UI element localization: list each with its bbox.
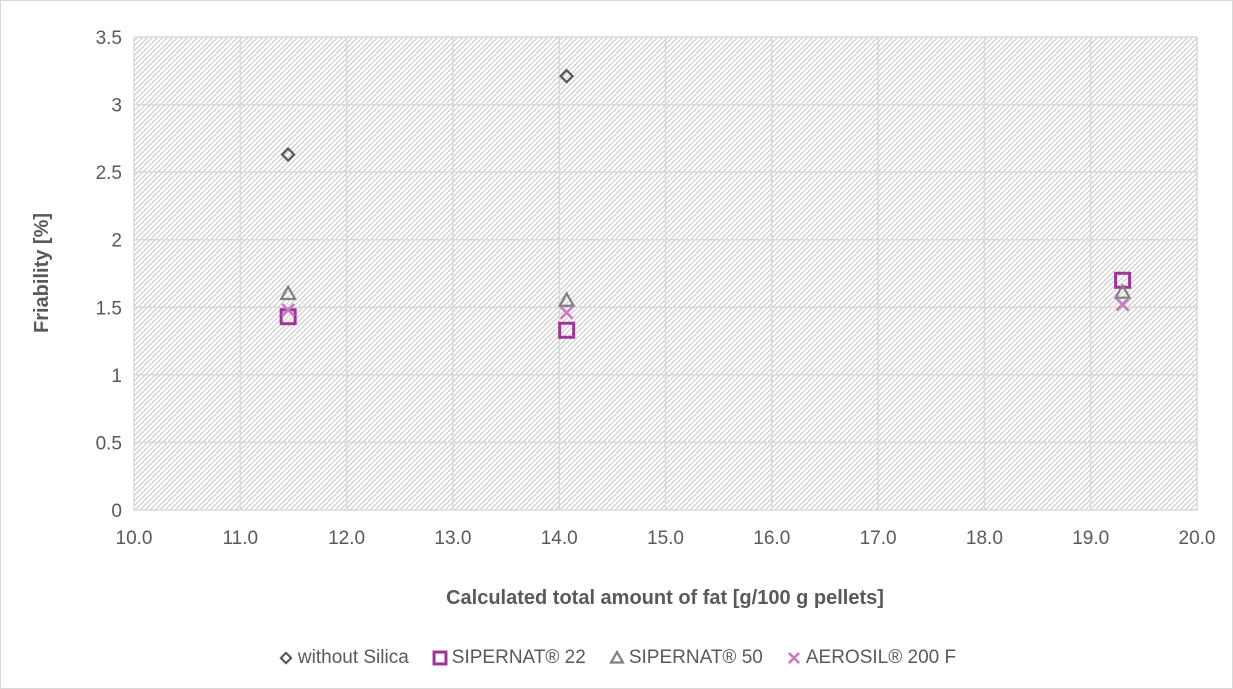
legend-item: SIPERNAT® 50	[608, 647, 763, 669]
y-tick-label: 2.5	[96, 163, 122, 184]
data-point-square	[558, 321, 576, 339]
y-axis-ticks: 0 0.5 1 1.5 2 2.5 3 3.5	[96, 28, 122, 522]
y-tick-label: 0.5	[96, 433, 122, 454]
legend-marker-icon	[279, 651, 293, 665]
x-tick-label: 18.0	[966, 528, 1003, 549]
data-point-diamond	[280, 147, 296, 163]
legend-marker-x	[787, 651, 800, 665]
legend-item: AEROSIL® 200 F	[785, 647, 956, 669]
x-axis-title: Calculated total amount of fat [g/100 g …	[446, 587, 884, 609]
x-tick-label: 14.0	[541, 528, 578, 549]
data-point-triangle	[1113, 283, 1132, 299]
x-axis-ticks: 10.0 11.0 12.0 13.0 14.0 15.0 16.0 17.0 18.0 19.0…	[116, 528, 1216, 549]
y-tick-label: 3.5	[96, 28, 122, 49]
data-point-x	[1115, 297, 1130, 312]
legend-label: AEROSIL® 200 F	[805, 647, 957, 668]
legend-label: without Silica	[297, 647, 409, 668]
data-points	[279, 68, 1132, 339]
legend-item: SIPERNAT® 22	[431, 647, 586, 669]
x-tick-label: 13.0	[434, 528, 471, 549]
legend-marker-square	[432, 650, 448, 666]
legend-marker-diamond	[279, 651, 293, 665]
legend-label: SIPERNAT® 50	[628, 647, 763, 668]
legend-marker-triangle	[608, 649, 625, 664]
x-tick-label: 15.0	[647, 528, 684, 549]
x-tick-label: 12.0	[328, 528, 365, 549]
data-point-x	[559, 305, 574, 320]
y-tick-label: 1	[111, 366, 122, 387]
x-tick-label: 20.0	[1179, 528, 1216, 549]
y-tick-label: 0	[111, 501, 122, 522]
y-axis-title: Friability [%]	[31, 213, 53, 333]
data-point-triangle	[279, 284, 298, 301]
y-tick-label: 1.5	[96, 298, 122, 319]
x-tick-label: 16.0	[753, 528, 790, 549]
legend-marker-icon	[432, 650, 448, 666]
legend: without Silica SIPERNAT® 22 SIPERNAT® 50 AE…	[0, 643, 1233, 673]
data-point-triangle	[557, 291, 576, 307]
data-point-diamond	[559, 68, 575, 84]
legend-marker-icon	[608, 649, 625, 664]
legend-marker-icon	[787, 651, 800, 665]
x-tick-label: 17.0	[860, 528, 897, 549]
x-tick-label: 11.0	[223, 528, 259, 549]
y-tick-label: 3	[111, 96, 122, 117]
legend-item: without Silica	[277, 647, 409, 669]
grid-lines	[133, 36, 1198, 511]
x-tick-label: 19.0	[1072, 528, 1109, 549]
y-tick-label: 2	[111, 231, 122, 252]
x-tick-label: 10.0	[116, 528, 153, 549]
data-point-x	[281, 303, 296, 317]
legend-label: SIPERNAT® 22	[451, 647, 586, 668]
